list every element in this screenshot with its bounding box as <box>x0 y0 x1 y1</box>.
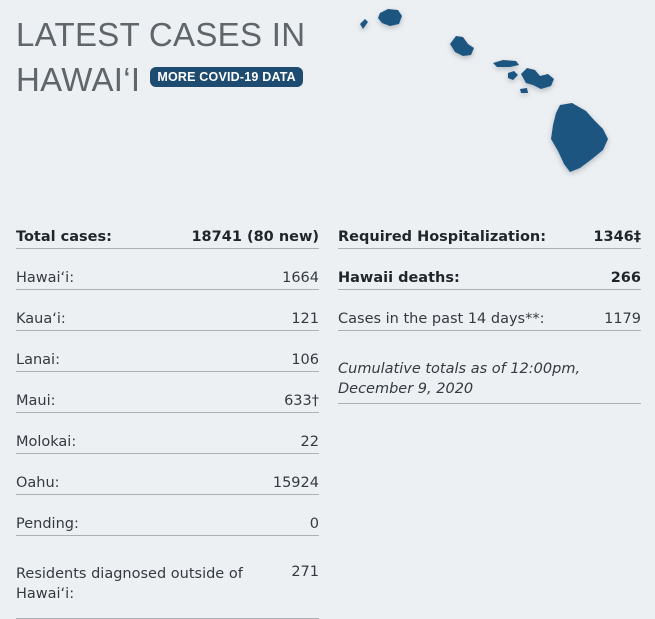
lanai-island-shape <box>508 71 518 80</box>
stat-row-hawaii: Hawai‘i: 1664 <box>16 249 319 290</box>
summary-column: Required Hospitalization: 1346‡ Hawaii d… <box>338 208 641 404</box>
stat-row-molokai: Molokai: 22 <box>16 413 319 454</box>
stat-label: Lanai: <box>16 352 60 368</box>
stat-row-deaths: Hawaii deaths: 266 <box>338 249 641 290</box>
stat-value: 266 <box>610 270 641 286</box>
kauai-island-shape <box>378 9 402 26</box>
stat-row-past-14-days: Cases in the past 14 days**: 1179 <box>338 290 641 331</box>
stat-row-residents-outside: Residents diagnosed outside of Hawai‘i: … <box>16 536 319 619</box>
page-title: LATEST CASES IN HAWAI‘I MORE COVID-19 DAT… <box>16 12 305 102</box>
stat-value: 18741 (80 new) <box>191 229 319 245</box>
stat-row-total-cases: Total cases: 18741 (80 new) <box>16 208 319 249</box>
stat-value: 271 <box>291 564 319 580</box>
stat-value: 1664 <box>282 270 319 286</box>
maui-island-shape <box>521 68 554 89</box>
cumulative-totals-note: Cumulative totals as of 12:00pm, Decembe… <box>338 331 641 404</box>
stat-label: Required Hospitalization: <box>338 229 547 245</box>
stat-label: Molokai: <box>16 434 77 450</box>
stat-value: 633† <box>284 393 319 409</box>
stat-value: 106 <box>291 352 319 368</box>
hawaii-islands-map-icon <box>360 9 608 172</box>
stat-row-hospitalization: Required Hospitalization: 1346‡ <box>338 208 641 249</box>
stat-row-oahu: Oahu: 15924 <box>16 454 319 495</box>
title-line-2: HAWAI‘I MORE COVID-19 DATA <box>16 57 305 102</box>
title-line-2-text: HAWAI‘I <box>16 61 141 98</box>
big-island-shape <box>551 103 608 172</box>
kahoolawe-island-shape <box>520 88 528 93</box>
stat-label: Hawai‘i: <box>16 270 75 286</box>
oahu-island-shape <box>450 36 474 56</box>
more-covid-data-button[interactable]: MORE COVID-19 DATA <box>150 67 303 88</box>
stat-value: 121 <box>291 311 319 327</box>
stat-label: Kaua‘i: <box>16 311 66 327</box>
title-line-1: LATEST CASES IN <box>16 16 306 53</box>
stat-row-pending: Pending: 0 <box>16 495 319 536</box>
stat-value: 1179 <box>604 311 641 327</box>
stat-label: Maui: <box>16 393 56 409</box>
stat-row-kauai: Kaua‘i: 121 <box>16 290 319 331</box>
stat-value: 1346‡ <box>593 229 641 245</box>
stat-value: 22 <box>300 434 319 450</box>
stat-label: Residents diagnosed outside of Hawai‘i: <box>16 566 243 602</box>
stat-row-lanai: Lanai: 106 <box>16 331 319 372</box>
stat-value: 0 <box>309 516 319 532</box>
island-cases-column: Total cases: 18741 (80 new) Hawai‘i: 166… <box>16 208 319 619</box>
molokai-island-shape <box>493 60 519 67</box>
stat-row-maui: Maui: 633† <box>16 372 319 413</box>
stat-label: Oahu: <box>16 475 60 491</box>
stat-label: Hawaii deaths: <box>338 270 460 286</box>
stat-label: Cases in the past 14 days**: <box>338 311 545 327</box>
niihau-island-shape <box>360 19 368 29</box>
stat-value: 15924 <box>272 475 319 491</box>
stat-label: Pending: <box>16 516 79 532</box>
stat-label: Total cases: <box>16 229 112 245</box>
